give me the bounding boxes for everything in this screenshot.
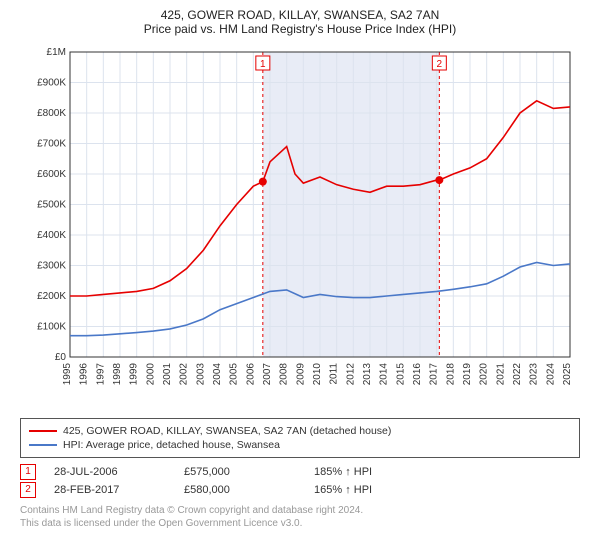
svg-text:2019: 2019 (462, 363, 473, 386)
svg-text:1998: 1998 (112, 363, 123, 386)
svg-text:2022: 2022 (512, 363, 523, 386)
svg-text:£900K: £900K (37, 78, 66, 89)
legend-item: 425, GOWER ROAD, KILLAY, SWANSEA, SA2 7A… (29, 425, 571, 437)
svg-text:2024: 2024 (545, 363, 556, 386)
svg-text:2018: 2018 (445, 363, 456, 386)
sale-row: 2 28-FEB-2017 £580,000 165% ↑ HPI (20, 482, 580, 498)
svg-text:1997: 1997 (95, 363, 106, 386)
svg-text:2023: 2023 (529, 363, 540, 386)
svg-text:2009: 2009 (295, 363, 306, 386)
svg-text:£600K: £600K (37, 169, 66, 180)
sale-hpi: 165% ↑ HPI (314, 484, 444, 496)
svg-text:2014: 2014 (379, 363, 390, 386)
svg-text:2017: 2017 (429, 363, 440, 386)
legend-label: HPI: Average price, detached house, Swan… (63, 439, 280, 451)
svg-text:£700K: £700K (37, 139, 66, 150)
footnote: Contains HM Land Registry data © Crown c… (20, 504, 580, 530)
svg-text:2002: 2002 (179, 363, 190, 386)
sale-price: £575,000 (184, 466, 314, 478)
svg-text:2003: 2003 (195, 363, 206, 386)
svg-text:1: 1 (260, 59, 266, 70)
chart-area: 1 2 £0 £100K £200K £300K £400K £500K £600K £700K £… (20, 42, 580, 412)
svg-text:£1M: £1M (47, 47, 66, 58)
chart-title: 425, GOWER ROAD, KILLAY, SWANSEA, SA2 7A… (12, 8, 588, 22)
svg-text:2020: 2020 (479, 363, 490, 386)
line-chart: 1 2 £0 £100K £200K £300K £400K £500K £600K £700K £… (20, 42, 580, 412)
svg-text:1996: 1996 (79, 363, 90, 386)
legend: 425, GOWER ROAD, KILLAY, SWANSEA, SA2 7A… (20, 418, 580, 458)
legend-label: 425, GOWER ROAD, KILLAY, SWANSEA, SA2 7A… (63, 425, 391, 437)
svg-text:2012: 2012 (345, 363, 356, 386)
sale-date: 28-FEB-2017 (54, 484, 184, 496)
svg-text:2013: 2013 (362, 363, 373, 386)
svg-text:£0: £0 (55, 352, 67, 363)
svg-text:2025: 2025 (562, 363, 573, 386)
marker-icon: 2 (20, 482, 36, 498)
svg-text:2011: 2011 (329, 363, 340, 385)
svg-text:2007: 2007 (262, 363, 273, 386)
svg-text:2006: 2006 (245, 363, 256, 386)
sale-hpi: 185% ↑ HPI (314, 466, 444, 478)
footnote-line: This data is licensed under the Open Gov… (20, 517, 580, 530)
svg-text:2000: 2000 (145, 363, 156, 386)
svg-text:£300K: £300K (37, 261, 66, 272)
svg-text:£200K: £200K (37, 291, 66, 302)
legend-swatch-icon (29, 430, 57, 432)
figure: 425, GOWER ROAD, KILLAY, SWANSEA, SA2 7A… (0, 0, 600, 560)
sale-date: 28-JUL-2006 (54, 466, 184, 478)
svg-text:£800K: £800K (37, 108, 66, 119)
footnote-line: Contains HM Land Registry data © Crown c… (20, 504, 580, 517)
svg-text:2004: 2004 (212, 363, 223, 386)
svg-text:£500K: £500K (37, 200, 66, 211)
svg-text:2021: 2021 (495, 363, 506, 386)
sale-row: 1 28-JUL-2006 £575,000 185% ↑ HPI (20, 464, 580, 480)
svg-text:2008: 2008 (279, 363, 290, 386)
svg-text:2016: 2016 (412, 363, 423, 386)
legend-swatch-icon (29, 444, 57, 446)
svg-text:£400K: £400K (37, 230, 66, 241)
svg-text:2: 2 (437, 59, 443, 70)
svg-text:2001: 2001 (162, 363, 173, 386)
chart-subtitle: Price paid vs. HM Land Registry's House … (12, 22, 588, 36)
legend-item: HPI: Average price, detached house, Swan… (29, 439, 571, 451)
sale-price: £580,000 (184, 484, 314, 496)
svg-text:£100K: £100K (37, 322, 66, 333)
svg-text:2005: 2005 (229, 363, 240, 386)
svg-text:1999: 1999 (129, 363, 140, 386)
sales-table: 1 28-JUL-2006 £575,000 185% ↑ HPI 2 28-F… (20, 464, 580, 498)
marker-icon: 1 (20, 464, 36, 480)
svg-text:1995: 1995 (62, 363, 73, 386)
svg-text:2010: 2010 (312, 363, 323, 386)
svg-text:2015: 2015 (395, 363, 406, 386)
